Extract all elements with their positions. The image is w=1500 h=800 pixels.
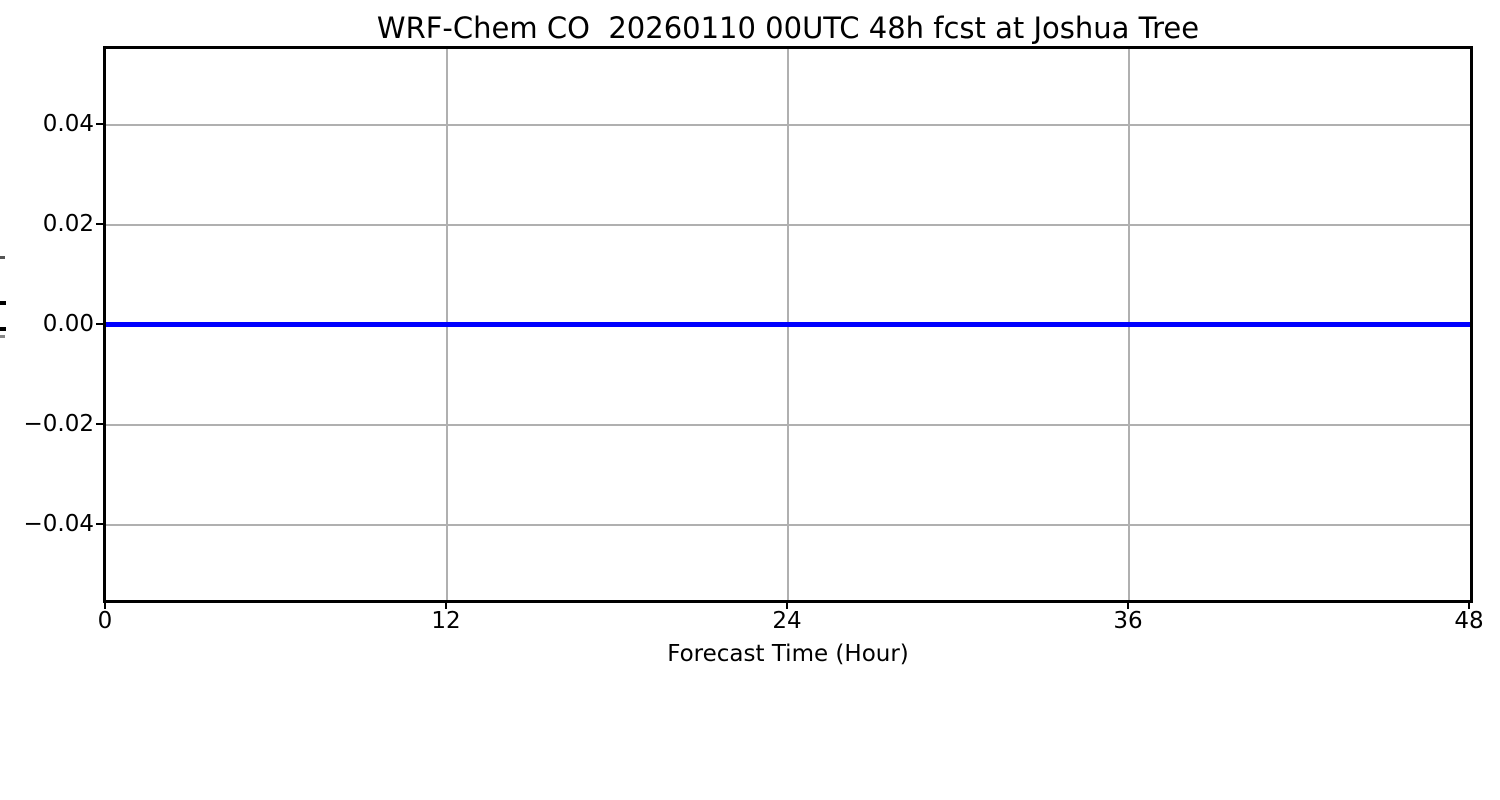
ytick-label: 0.04: [42, 111, 94, 137]
ytick-label: 0.02: [42, 211, 94, 237]
ytick-mark: [96, 323, 104, 325]
xtick-mark: [445, 601, 447, 609]
plot-area: [103, 46, 1473, 603]
x-axis-label: Forecast Time (Hour): [667, 641, 909, 667]
y-axis-label-clipped: [0, 301, 6, 305]
ytick-mark: [96, 123, 104, 125]
ytick-label: 0.00: [42, 311, 94, 337]
y-axis-label-clipped: [0, 335, 5, 338]
xtick-label: 36: [1113, 608, 1143, 634]
ytick-mark: [96, 523, 104, 525]
xtick-mark: [786, 601, 788, 609]
ytick-mark: [96, 223, 104, 225]
ytick-label: −0.04: [23, 511, 94, 537]
chart-title: WRF-Chem CO 20260110 00UTC 48h fcst at J…: [376, 11, 1200, 45]
xtick-label: 0: [97, 608, 113, 634]
xtick-mark: [104, 601, 106, 609]
ytick-label: −0.02: [23, 411, 94, 437]
ytick-mark: [96, 423, 104, 425]
co-forecast-line: [106, 322, 1470, 327]
y-axis-label-clipped: [0, 256, 5, 259]
y-axis-label-clipped: [0, 327, 6, 331]
xtick-mark: [1468, 601, 1470, 609]
xtick-label: 12: [431, 608, 461, 634]
xtick-label: 24: [772, 608, 802, 634]
xtick-mark: [1127, 601, 1129, 609]
xtick-label: 48: [1454, 608, 1484, 634]
